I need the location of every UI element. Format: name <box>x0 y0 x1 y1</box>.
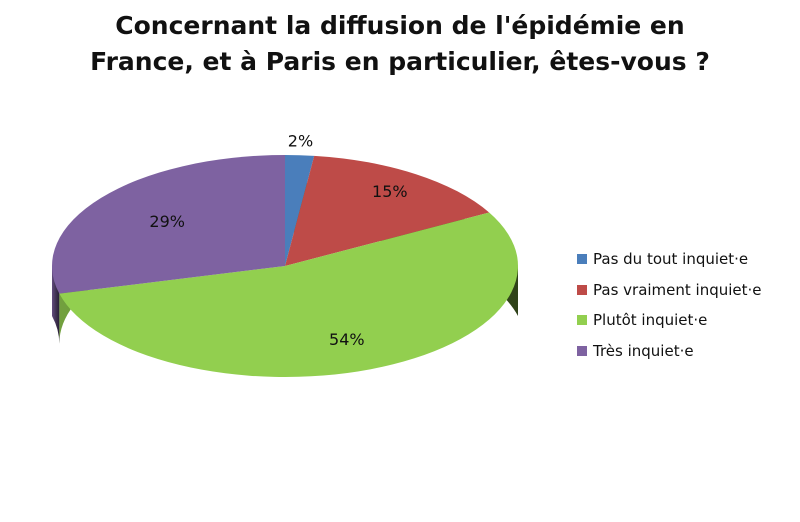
data-label: 54% <box>329 330 365 349</box>
legend: Pas du tout inquiet·e Pas vraiment inqui… <box>577 244 762 366</box>
data-label: 2% <box>288 132 313 151</box>
legend-label: Plutôt inquiet·e <box>593 311 708 330</box>
slice-pas-du-tout <box>285 155 315 266</box>
data-label: 29% <box>149 212 185 231</box>
legend-item: Plutôt inquiet·e <box>577 305 762 336</box>
legend-label: Très inquiet·e <box>593 341 694 360</box>
slice-plutot <box>59 212 518 377</box>
legend-item: Pas du tout inquiet·e <box>577 244 762 275</box>
chart-title: Concernant la diffusion de l'épidémie en… <box>0 8 800 80</box>
legend-item: Très inquiet·e <box>577 336 762 367</box>
legend-label: Pas du tout inquiet·e <box>593 250 749 269</box>
legend-swatch <box>577 254 587 265</box>
slice-tres <box>52 155 285 294</box>
slice-pas-vraiment <box>285 155 490 266</box>
chart-title-line-2: France, et à Paris en particulier, êtes-… <box>90 47 710 76</box>
chart-title-line-1: Concernant la diffusion de l'épidémie en <box>115 11 685 40</box>
legend-swatch <box>577 315 587 326</box>
legend-swatch <box>577 345 587 356</box>
legend-label: Pas vraiment inquiet·e <box>593 280 762 299</box>
legend-item: Pas vraiment inquiet·e <box>577 275 762 306</box>
data-label: 15% <box>372 182 408 201</box>
legend-swatch <box>577 284 587 295</box>
